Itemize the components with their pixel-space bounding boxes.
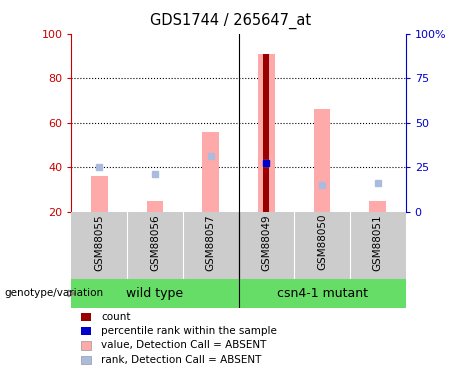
- Text: value, Detection Call = ABSENT: value, Detection Call = ABSENT: [101, 340, 267, 350]
- Text: wild type: wild type: [126, 287, 183, 300]
- Bar: [369, 201, 386, 212]
- Bar: [258, 54, 275, 212]
- Text: GSM88051: GSM88051: [373, 214, 383, 270]
- Bar: [264, 54, 269, 212]
- Bar: [202, 132, 219, 212]
- Text: csn4-1 mutant: csn4-1 mutant: [277, 287, 367, 300]
- Text: count: count: [101, 312, 131, 322]
- Text: GSM88055: GSM88055: [95, 214, 104, 270]
- Text: GSM88049: GSM88049: [261, 214, 272, 270]
- Text: GSM88050: GSM88050: [317, 214, 327, 270]
- Bar: [147, 201, 163, 212]
- Text: percentile rank within the sample: percentile rank within the sample: [101, 326, 278, 336]
- Bar: [314, 110, 331, 212]
- Text: GDS1744 / 265647_at: GDS1744 / 265647_at: [150, 13, 311, 29]
- Text: GSM88056: GSM88056: [150, 214, 160, 270]
- Text: GSM88057: GSM88057: [206, 214, 216, 270]
- Text: rank, Detection Call = ABSENT: rank, Detection Call = ABSENT: [101, 355, 262, 364]
- Bar: [91, 176, 108, 212]
- Text: genotype/variation: genotype/variation: [5, 288, 104, 298]
